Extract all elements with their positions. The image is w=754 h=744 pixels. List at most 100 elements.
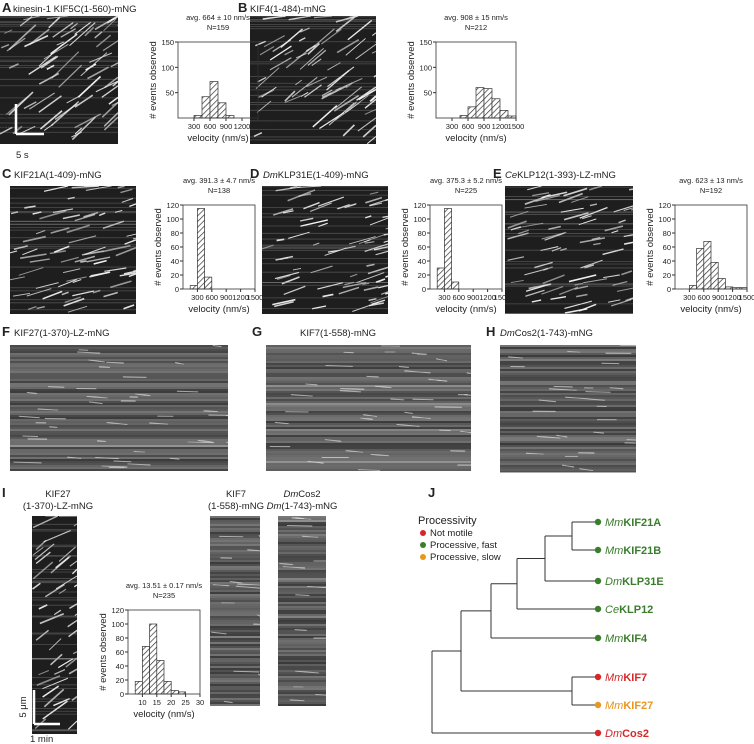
kymograph-streak xyxy=(567,351,580,353)
y-tick-label: 20 xyxy=(116,676,124,685)
kymograph-streak xyxy=(548,388,577,391)
kymograph-streak xyxy=(612,280,628,286)
y-tick-label: 100 xyxy=(413,215,426,224)
kymograph-streak xyxy=(48,638,62,651)
kymograph-streak xyxy=(307,49,327,66)
kymograph-streak xyxy=(86,395,108,399)
y-tick-label: 120 xyxy=(166,201,179,210)
kymograph-streak xyxy=(69,560,78,567)
species-prefix: Dm xyxy=(267,501,282,512)
kymograph-streak xyxy=(591,236,601,240)
kymograph-streak xyxy=(46,15,69,20)
kymograph-streak xyxy=(507,256,525,261)
legend-dot xyxy=(420,554,426,560)
kymograph-streak xyxy=(339,390,361,393)
chart-subtitle: N=159 xyxy=(207,23,229,32)
kymograph-streak xyxy=(371,50,377,54)
kymograph-streak xyxy=(237,583,261,586)
kymograph-streak xyxy=(60,28,76,38)
kymograph-streak xyxy=(327,66,355,88)
kymograph-streak xyxy=(63,297,85,307)
kymograph-streak xyxy=(579,237,606,244)
y-tick-label: 100 xyxy=(419,63,432,72)
kymograph-streak xyxy=(66,276,87,282)
x-tick-label: 1500 xyxy=(247,293,264,302)
kymograph-streak xyxy=(357,117,377,132)
title-text: KIF7(1-558)-mNG xyxy=(300,328,376,339)
kymograph-streak xyxy=(313,15,332,19)
kymograph-streak xyxy=(259,45,275,56)
bar xyxy=(204,276,213,290)
species-prefix: Mm xyxy=(605,517,623,529)
y-axis-label: # events observed xyxy=(148,41,159,119)
chart-subtitle: N=192 xyxy=(700,186,722,195)
kymograph-streak xyxy=(304,84,322,98)
kymograph-streak xyxy=(85,185,112,191)
kymograph-streak xyxy=(62,214,80,220)
kymograph-streak xyxy=(51,51,80,79)
leaf-dot xyxy=(594,701,602,709)
kymograph-streak xyxy=(282,566,306,569)
kymograph-streak xyxy=(114,210,123,213)
kymograph-streak xyxy=(548,225,561,231)
kymograph-streak xyxy=(169,457,180,460)
kymograph-streak xyxy=(538,399,557,403)
kymograph-streak xyxy=(71,695,78,701)
bar xyxy=(209,81,219,119)
kymograph-streak xyxy=(223,700,233,704)
kymograph-streak xyxy=(302,535,319,538)
kymograph-streak xyxy=(60,256,79,263)
bar xyxy=(451,281,460,290)
kymograph-streak xyxy=(517,229,529,235)
kymograph-streak xyxy=(94,15,119,31)
kymograph-streak xyxy=(588,398,605,401)
kymograph-streak xyxy=(373,246,389,251)
leaf-dot xyxy=(594,577,602,585)
panel-title: kinesin-1 KIF5C(1-560)-mNG xyxy=(13,4,137,15)
kymograph-streak xyxy=(625,297,634,302)
kymograph-streak xyxy=(564,300,593,309)
kymograph-streak xyxy=(563,212,589,221)
plot-frame xyxy=(177,41,259,119)
kymograph-streak xyxy=(383,240,389,243)
kymograph-streak xyxy=(299,217,314,222)
kymograph-streak xyxy=(255,67,280,90)
kymograph-streak xyxy=(550,295,567,300)
species-prefix: Dm xyxy=(263,170,278,181)
kymograph-streak xyxy=(121,197,134,203)
kymograph-streak xyxy=(317,282,344,290)
y-tick-label: 80 xyxy=(171,229,179,238)
kymograph-streak xyxy=(115,246,137,257)
kymograph-streak xyxy=(12,292,31,297)
kymograph-streak xyxy=(288,231,310,239)
title-text: (1-743)-mNG xyxy=(281,501,337,512)
kymograph-streak xyxy=(369,202,383,207)
kymograph-streak xyxy=(66,96,79,104)
kymograph-streak xyxy=(68,668,78,675)
kymograph-streak xyxy=(71,568,78,575)
bar xyxy=(163,681,172,695)
kymograph-streak xyxy=(404,411,414,414)
kymograph-streak xyxy=(23,101,37,110)
y-tick-label: 120 xyxy=(413,201,426,210)
kymograph-streak xyxy=(536,435,561,439)
kymograph-streak xyxy=(43,529,72,543)
kymograph-streak xyxy=(616,287,634,292)
kymograph-streak xyxy=(42,685,60,698)
kymograph-streak xyxy=(542,274,565,285)
kymograph-streak xyxy=(295,52,307,59)
kymograph-streak xyxy=(275,186,301,192)
kymograph-streak xyxy=(123,270,137,275)
y-tick-label: 60 xyxy=(418,243,426,252)
kymograph-streak xyxy=(8,63,19,69)
species-prefix: Mm xyxy=(605,672,623,684)
kymograph-streak xyxy=(364,241,375,244)
panel-title: KIF7(1-558)-mNG xyxy=(300,328,376,339)
kymograph-streak xyxy=(466,372,472,375)
kymograph-streak xyxy=(104,267,127,272)
kymograph-streak xyxy=(623,207,634,212)
kymograph-streak xyxy=(253,132,263,138)
kymograph-streak xyxy=(541,231,567,240)
kymograph-streak xyxy=(42,677,69,690)
kymograph-streak xyxy=(98,366,110,368)
